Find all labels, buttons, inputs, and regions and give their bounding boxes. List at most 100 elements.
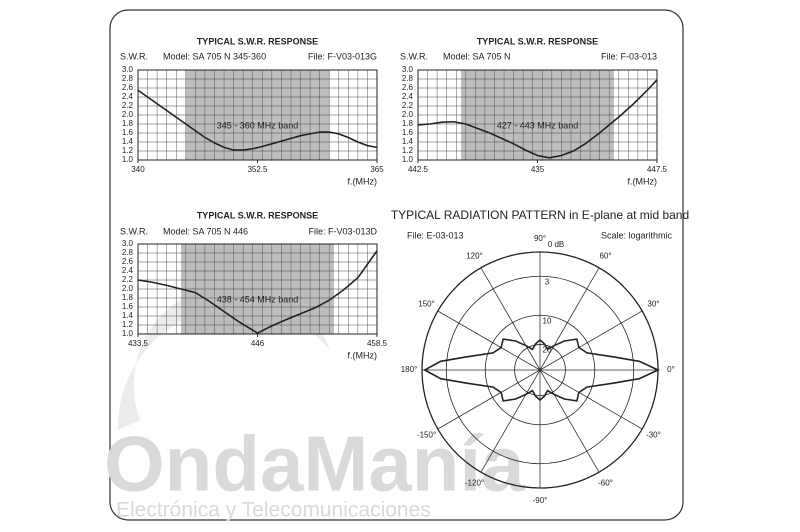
y-tick-label: 1.0 <box>122 329 134 338</box>
file: File: E-03-013 <box>407 230 464 240</box>
y-tick-label: 2.4 <box>122 92 134 101</box>
y-axis-label: S.W.R. <box>400 51 428 61</box>
x-tick-label: 447.5 <box>647 165 668 174</box>
ring <box>484 314 596 426</box>
x-tick-label: 446 <box>251 339 265 348</box>
angle-label: -90° <box>533 496 548 505</box>
spoke <box>539 369 643 430</box>
y-tick-label: 2.2 <box>122 101 134 110</box>
y-tick-label: 2.2 <box>122 275 134 284</box>
x-tick-label: 433.5 <box>128 339 149 348</box>
file: File: F-V03-013D <box>308 226 377 236</box>
band-label: 438 - 454 MHz band <box>217 294 299 304</box>
angle-label: 90° <box>534 234 546 243</box>
swr-curve <box>417 79 658 159</box>
y-tick-label: 3.0 <box>122 239 134 248</box>
y-tick-label: 1.6 <box>122 302 134 311</box>
angle-label: 150° <box>418 300 435 309</box>
chart-title: TYPICAL S.W.R. RESPONSE <box>197 210 318 220</box>
y-tick-label: 2.0 <box>122 110 134 119</box>
y-tick-label: 2.8 <box>122 248 134 257</box>
plot-border <box>137 69 378 161</box>
y-tick-label: 1.8 <box>122 293 134 302</box>
ring-label: 0 dB <box>548 240 564 249</box>
spoke <box>480 267 541 371</box>
y-tick-label: 2.4 <box>402 92 414 101</box>
y-tick-label: 1.4 <box>122 137 134 146</box>
model: Model: SA 705 N 345-360 <box>163 51 266 61</box>
x-tick-label: 365 <box>370 165 384 174</box>
y-tick-label: 1.2 <box>122 320 134 329</box>
spoke <box>437 310 541 371</box>
radiation-pattern <box>423 338 660 402</box>
angle-label: -30° <box>646 431 661 440</box>
x-axis-label: f.(MHz) <box>628 176 658 186</box>
watermark-tagline: Electrónica y Telecomunicaciones <box>116 499 431 522</box>
y-tick-label: 1.4 <box>402 137 414 146</box>
spoke <box>539 267 600 371</box>
y-tick-label: 2.8 <box>122 74 134 83</box>
chart-title: TYPICAL S.W.R. RESPONSE <box>197 36 318 46</box>
y-tick-label: 1.2 <box>402 146 414 155</box>
x-tick-label: 340 <box>131 165 145 174</box>
x-tick-label: 442.5 <box>408 165 429 174</box>
angle-label: 120° <box>466 252 483 261</box>
y-tick-label: 1.0 <box>122 155 134 164</box>
swr-curve <box>137 250 378 335</box>
y-tick-label: 1.0 <box>402 155 414 164</box>
angle-label: -150° <box>417 431 436 440</box>
y-tick-label: 2.6 <box>122 83 134 92</box>
y-tick-label: 3.0 <box>122 65 134 74</box>
ring <box>514 344 566 396</box>
y-axis-label: S.W.R. <box>120 226 148 236</box>
chart-title: TYPICAL S.W.R. RESPONSE <box>477 36 598 46</box>
watermark-swoosh <box>117 283 330 430</box>
y-tick-label: 3.0 <box>402 65 414 74</box>
angle-label: 180° <box>401 365 418 374</box>
angle-label: -60° <box>598 479 613 488</box>
angle-label: -120° <box>465 479 484 488</box>
x-tick-label: 352.5 <box>247 165 268 174</box>
file: File: F-03-013 <box>601 51 657 61</box>
y-tick-label: 1.4 <box>122 311 134 320</box>
y-tick-label: 1.6 <box>402 128 414 137</box>
spoke <box>539 310 643 371</box>
y-axis-label: S.W.R. <box>120 51 148 61</box>
plot-border <box>417 69 658 161</box>
y-tick-label: 1.8 <box>122 119 134 128</box>
model: Model: SA 705 N <box>443 51 511 61</box>
frame <box>109 9 684 521</box>
y-tick-label: 2.4 <box>122 266 134 275</box>
x-axis-label: f.(MHz) <box>348 350 378 360</box>
ring-label: 10 <box>543 316 552 325</box>
swr-curve <box>137 89 378 151</box>
y-tick-label: 1.8 <box>402 119 414 128</box>
y-tick-label: 2.0 <box>122 284 134 293</box>
y-tick-label: 1.2 <box>122 146 134 155</box>
y-tick-label: 2.2 <box>402 101 414 110</box>
y-tick-label: 2.6 <box>402 83 414 92</box>
y-tick-label: 2.0 <box>402 110 414 119</box>
spoke <box>539 369 600 473</box>
angle-label: 0° <box>667 365 675 374</box>
y-tick-label: 1.6 <box>122 128 134 137</box>
spoke <box>437 369 541 430</box>
chart-title: TYPICAL RADIATION PATTERN in E-plane at … <box>391 208 689 222</box>
ring <box>445 275 635 465</box>
band-label: 345 - 360 MHz band <box>217 120 299 130</box>
spoke <box>480 369 541 473</box>
band-label: 427 - 443 MHz band <box>497 120 579 130</box>
ring-label: 3 <box>545 277 550 286</box>
x-tick-label: 435 <box>531 165 545 174</box>
file: File: F-V03-013G <box>308 51 377 61</box>
scale-note: Scale: logarithmic <box>601 230 673 240</box>
y-tick-label: 2.6 <box>122 257 134 266</box>
model: Model: SA 705 N 446 <box>163 226 248 236</box>
x-axis-label: f.(MHz) <box>348 176 378 186</box>
plot-border <box>137 243 378 335</box>
angle-label: 30° <box>647 300 659 309</box>
angle-label: 60° <box>599 252 611 261</box>
x-tick-label: 458.5 <box>367 339 388 348</box>
y-tick-label: 2.8 <box>402 74 414 83</box>
